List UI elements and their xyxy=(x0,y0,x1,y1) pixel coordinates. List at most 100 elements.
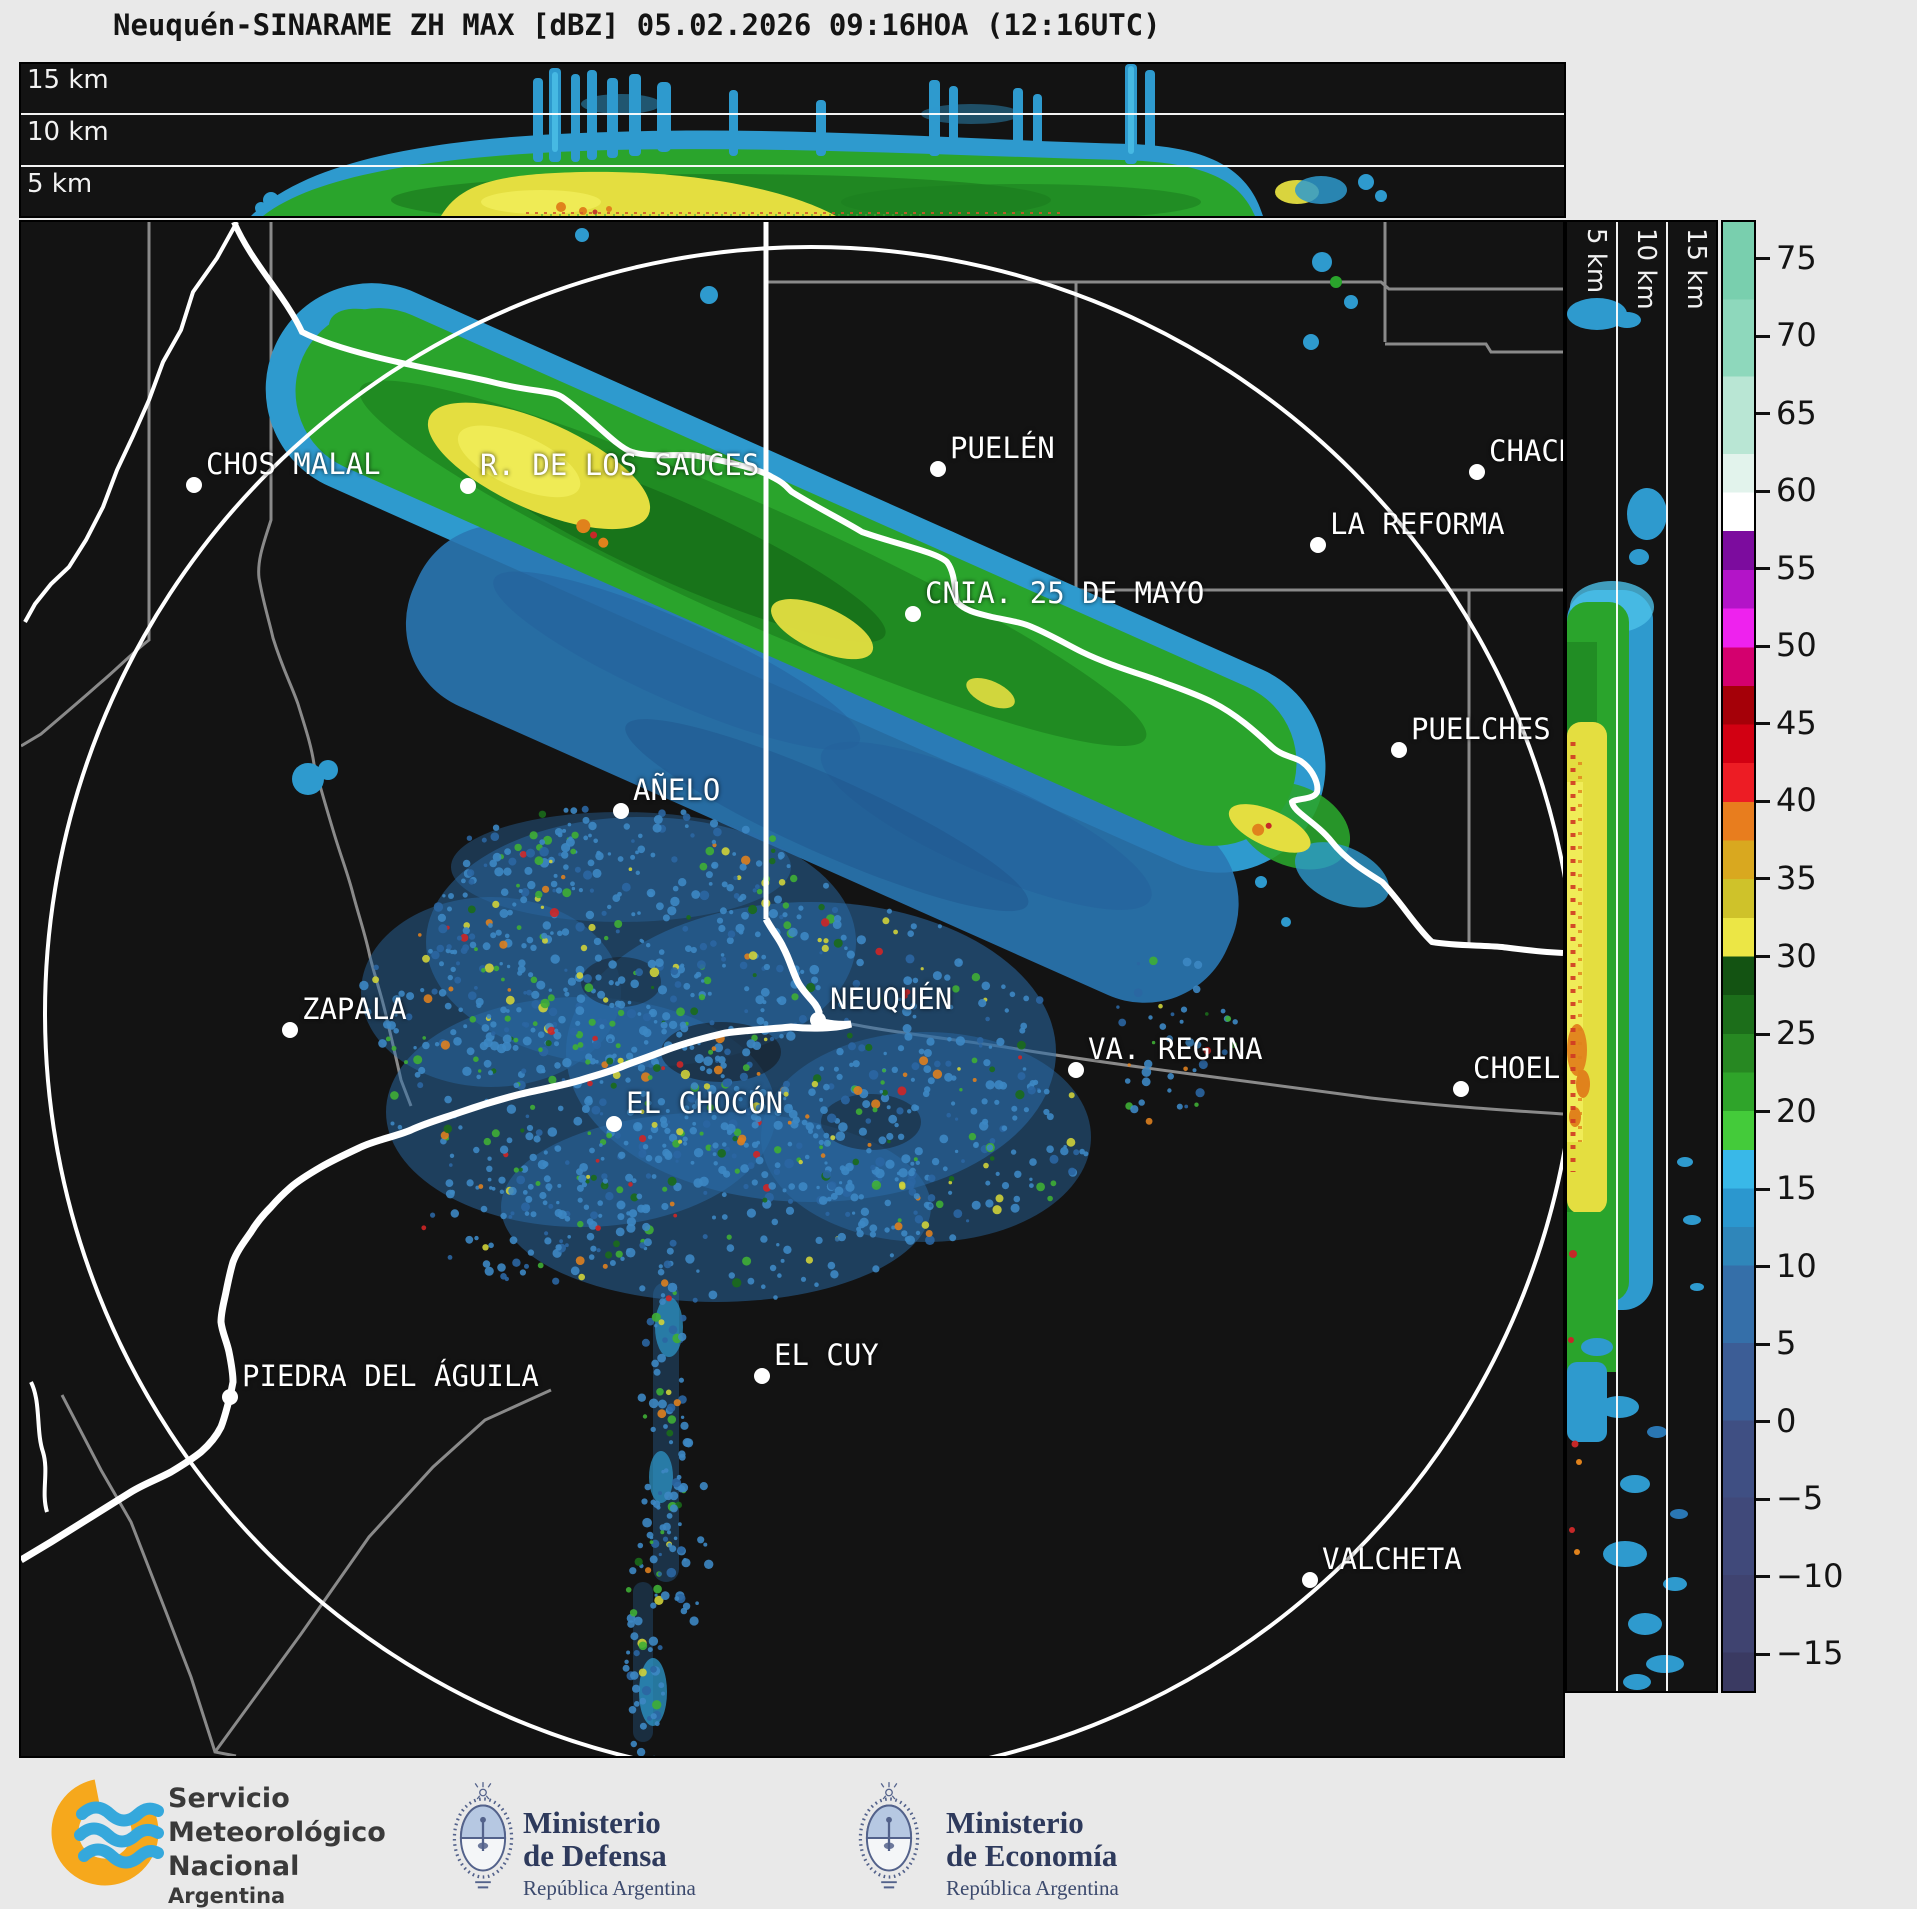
city-label: NEUQUÉN xyxy=(830,982,953,1016)
colorbar-tick-label: 20 xyxy=(1776,1091,1817,1130)
smn-logo-text: Servicio Meteorológico Nacional Argentin… xyxy=(168,1782,386,1908)
city-marker xyxy=(1068,1062,1084,1078)
city-marker xyxy=(282,1022,298,1038)
city-marker xyxy=(1302,1572,1318,1588)
top-cross-section-echo xyxy=(21,64,1564,216)
speckle-echo-dots xyxy=(359,805,1238,1756)
colorbar-tick-label: 0 xyxy=(1776,1401,1797,1440)
colorbar-tick-label: 25 xyxy=(1776,1014,1817,1053)
colorbar-tick-label: 45 xyxy=(1776,703,1817,742)
isolated-echoes xyxy=(292,228,1358,927)
radar-map-graphics xyxy=(21,222,1563,1756)
smn-logo-icon xyxy=(51,1778,164,1886)
colorbar-tick-mark xyxy=(1756,567,1770,571)
colorbar-tick-label: 10 xyxy=(1776,1246,1817,1285)
height-label: 15 km xyxy=(1681,228,1711,310)
colorbar-tick-mark xyxy=(1756,1265,1770,1269)
colorbar-tick-mark xyxy=(1756,955,1770,958)
colorbar-tick-label: 50 xyxy=(1776,626,1817,665)
colorbar-tick-label: 35 xyxy=(1776,858,1817,897)
city-marker xyxy=(1391,742,1407,758)
colorbar-tick-label: 60 xyxy=(1776,471,1817,510)
colorbar-tick-mark xyxy=(1756,1110,1770,1114)
smn-country: Argentina xyxy=(168,1884,286,1908)
height-label: 10 km xyxy=(1631,228,1661,310)
colorbar-tick-mark xyxy=(1756,1187,1770,1191)
city-label: R. DE LOS SAUCES xyxy=(480,448,760,482)
colorbar-tick-label: 65 xyxy=(1776,393,1817,432)
colorbar-tick-mark xyxy=(1756,877,1770,881)
height-label: 10 km xyxy=(27,117,109,147)
city-marker xyxy=(754,1368,770,1384)
city-label: EL CHOCÓN xyxy=(626,1086,784,1120)
defensa-subtitle: República Argentina xyxy=(523,1876,696,1900)
smn-name-line: Nacional xyxy=(168,1851,300,1882)
city-label: ZAPALA xyxy=(302,992,407,1026)
reflectivity-colorbar xyxy=(1721,220,1756,1693)
defensa-title-line: Ministerio xyxy=(523,1805,661,1840)
colorbar-tick-label: −15 xyxy=(1776,1634,1844,1673)
radar-range-ring xyxy=(43,245,1563,1756)
city-label: CNIA. 25 DE MAYO xyxy=(925,576,1205,610)
city-label: PUELCHES xyxy=(1411,712,1551,746)
colorbar-tick-label: 55 xyxy=(1776,548,1817,587)
city-marker xyxy=(1310,537,1326,553)
colorbar-tick-mark xyxy=(1756,799,1770,803)
main-radar-map: CHOS MALAL R. DE LOS SAUCES PUELÉN CHACHA LA… xyxy=(19,220,1565,1758)
colorbar-tick-mark xyxy=(1756,1652,1770,1656)
city-marker xyxy=(186,477,202,493)
top-cross-section-panel: 15 km 10 km 5 km xyxy=(19,62,1566,218)
defensa-text: Ministerio de Defensa República Argentin… xyxy=(523,1806,696,1901)
city-label: PIEDRA DEL ÁGUILA xyxy=(242,1359,539,1393)
city-marker xyxy=(606,1116,622,1132)
colorbar-tick-mark xyxy=(1756,1420,1770,1424)
economia-subtitle: República Argentina xyxy=(946,1876,1119,1900)
city-marker xyxy=(1453,1081,1469,1097)
economia-title-line: de Economía xyxy=(946,1838,1118,1873)
colorbar-tick-mark xyxy=(1756,412,1770,416)
rio-limay xyxy=(21,917,853,1564)
city-marker xyxy=(905,606,921,622)
city-label: CHOS MALAL xyxy=(206,447,381,481)
colorbar-tick-label: −5 xyxy=(1776,1479,1824,1518)
economia-title-line: Ministerio xyxy=(946,1805,1084,1840)
city-label: CHACHA xyxy=(1489,434,1563,468)
city-marker xyxy=(460,478,476,494)
colorbar-tick-label: 30 xyxy=(1776,936,1817,975)
province-borders xyxy=(21,222,1563,1756)
colorbar-tick-label: 40 xyxy=(1776,781,1817,820)
storm-band-echo xyxy=(265,283,1390,1003)
defensa-title-line: de Defensa xyxy=(523,1838,667,1873)
city-label: VA. REGINA xyxy=(1088,1032,1263,1066)
city-marker xyxy=(810,1012,826,1028)
colorbar-tick-label: 15 xyxy=(1776,1169,1817,1208)
height-label: 15 km xyxy=(27,65,109,95)
rio-colorado xyxy=(231,222,1563,956)
colorbar-tick-mark xyxy=(1756,1497,1770,1501)
defensa-crest-icon xyxy=(452,1782,514,1889)
city-label: EL CUY xyxy=(774,1338,879,1372)
colorbar-tick-mark xyxy=(1756,722,1770,726)
right-cross-section-panel: 5 km 10 km 15 km xyxy=(1565,220,1718,1693)
city-marker xyxy=(1469,464,1485,480)
city-label: AÑELO xyxy=(633,773,721,807)
city-label: VALCHETA xyxy=(1322,1542,1462,1576)
speckle-echo-base xyxy=(361,812,1091,1742)
colorbar-tick-mark xyxy=(1756,1575,1770,1579)
height-label: 5 km xyxy=(1581,228,1611,294)
economia-text: Ministerio de Economía República Argenti… xyxy=(946,1806,1119,1901)
colorbar-tick-mark xyxy=(1756,489,1770,493)
border-line xyxy=(23,222,239,623)
city-marker xyxy=(613,803,629,819)
colorbar-tick-label: 70 xyxy=(1776,316,1817,355)
colorbar-tick-mark xyxy=(1756,1032,1770,1036)
colorbar-tick-mark xyxy=(1756,257,1770,261)
page-title: Neuquén-SINARAME ZH MAX [dBZ] 05.02.2026… xyxy=(113,8,1161,42)
rivers-and-rings xyxy=(21,222,1563,1756)
colorbar-tick-label: −10 xyxy=(1776,1556,1844,1595)
right-cross-section-echo xyxy=(1567,222,1704,1691)
colorbar-tick-mark xyxy=(1756,1342,1770,1346)
city-label: LA REFORMA xyxy=(1330,507,1505,541)
city-marker xyxy=(222,1389,238,1405)
